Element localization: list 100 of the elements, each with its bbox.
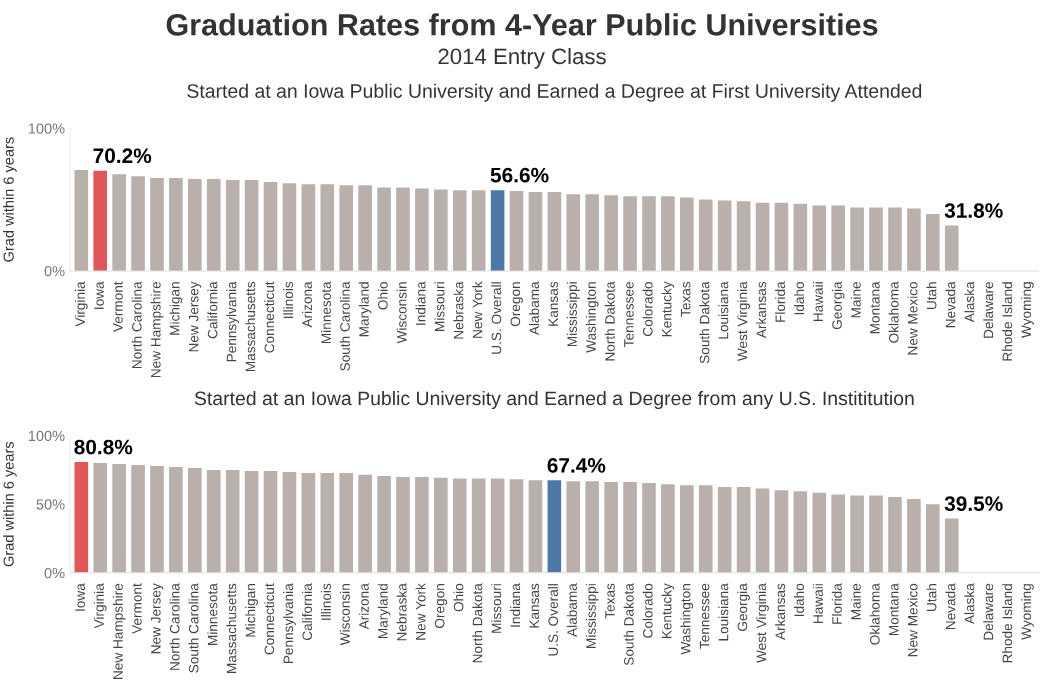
bar	[509, 191, 524, 271]
x-tick-label: Ohio	[453, 583, 464, 612]
x-tick-label: Delaware	[983, 583, 994, 640]
x-tick-label: Texas	[680, 281, 691, 317]
x-tick-label: Michigan	[245, 584, 258, 637]
bar	[774, 202, 789, 271]
bar	[623, 482, 637, 573]
x-tick-label: U.S. Overall	[548, 584, 559, 656]
bar	[452, 478, 467, 573]
x-tick-label: Maryland	[377, 584, 391, 639]
x-tick-label: Wyoming	[1021, 584, 1034, 640]
bar	[661, 484, 675, 573]
bar	[434, 189, 448, 271]
x-tick-label: New Mexico	[907, 281, 918, 355]
x-tick-label: Rhode Island	[1002, 584, 1013, 663]
x-tick-label: Virginia	[93, 583, 107, 629]
bar	[112, 464, 126, 573]
text: 2014 Entry Class	[438, 47, 606, 69]
x-tick-label: Washington	[585, 282, 599, 353]
bar	[680, 485, 694, 573]
x-tick-label: South Carolina	[188, 583, 199, 673]
bar	[907, 208, 921, 271]
bar	[434, 477, 448, 573]
x-tick-label: Nevada	[945, 583, 956, 630]
bar	[188, 179, 202, 271]
x-tick-label: Wisconsin	[339, 584, 350, 646]
x-tick-label: California	[302, 583, 313, 641]
bar	[680, 197, 694, 271]
bar	[74, 461, 89, 573]
bar	[206, 179, 221, 271]
x-tick-label: Pennsylvania	[283, 583, 296, 664]
y-tick-label: 0%	[44, 567, 65, 579]
x-tick-label: Arkansas	[756, 281, 767, 339]
x-tick-label: New Jersey	[188, 281, 202, 352]
bar	[169, 467, 183, 573]
bar	[888, 207, 902, 271]
bar	[169, 178, 183, 271]
bar	[225, 469, 240, 573]
bar	[793, 203, 808, 271]
x-tick-label: West Virginia	[737, 281, 750, 362]
x-tick-label: New Jersey	[151, 583, 164, 654]
bar	[244, 471, 259, 573]
bar	[566, 481, 581, 573]
x-tick-label: North Dakota	[604, 281, 615, 361]
x-tick-label: Maine	[850, 281, 861, 318]
y-tick-label: 100%	[28, 430, 65, 442]
x-tick-label: Mississippi	[566, 282, 580, 347]
x-tick-label: Idaho	[794, 583, 805, 617]
bar	[717, 200, 732, 271]
bar	[150, 178, 164, 271]
x-tick-label: Kentucky	[661, 281, 675, 337]
x-tick-label: Georgia	[831, 281, 845, 330]
bar	[850, 207, 864, 271]
x-tick-label: Louisiana	[718, 281, 729, 339]
bar	[339, 472, 354, 573]
bar	[150, 466, 164, 573]
bar	[812, 492, 827, 573]
bar	[377, 187, 391, 271]
bar	[944, 225, 959, 271]
x-tick-label: Virginia	[74, 281, 88, 327]
bar	[282, 183, 297, 271]
bar	[74, 170, 89, 271]
bar	[112, 174, 126, 271]
bar	[926, 504, 940, 573]
bar	[471, 478, 486, 573]
x-tick-label: Arkansas	[775, 583, 786, 640]
x-tick-label: North Dakota	[472, 583, 483, 663]
bar	[831, 494, 846, 573]
bar	[320, 472, 335, 573]
x-tick-label: Alaska	[964, 281, 975, 323]
bar	[869, 207, 883, 271]
bar	[358, 185, 372, 271]
x-tick-label: Hawaii	[812, 584, 823, 623]
x-tick-label: Vermont	[132, 583, 142, 634]
bar	[755, 488, 770, 573]
bar	[926, 214, 940, 271]
bar	[604, 195, 618, 271]
data-label: 67.4%	[547, 458, 606, 473]
x-tick-label: Florida	[831, 583, 842, 624]
data-label: 80.8%	[74, 439, 133, 455]
x-tick-label: Connecticut	[264, 583, 275, 655]
x-tick-label: Missouri	[434, 282, 445, 331]
x-tick-label: Kansas	[548, 281, 559, 326]
x-tick-label: Colorado	[642, 583, 653, 638]
x-tick-label: Michigan	[169, 282, 183, 335]
x-tick-label: Pennsylvania	[226, 281, 240, 362]
x-tick-label: Minnesota	[320, 281, 331, 344]
data-label: 56.6%	[490, 167, 549, 183]
y-tick-label: 50%	[36, 499, 65, 510]
bar	[93, 170, 108, 271]
bar	[623, 196, 637, 271]
x-tick-label: South Dakota	[623, 583, 634, 666]
x-tick-label: Arizona	[358, 583, 369, 630]
y-tick-label: 100%	[28, 123, 65, 134]
x-tick-label: Texas	[605, 583, 615, 619]
bar	[850, 495, 864, 573]
x-tick-label: Utah	[926, 584, 937, 611]
bar	[812, 205, 827, 271]
x-tick-label: North Carolina	[131, 281, 142, 369]
bar	[490, 478, 505, 573]
